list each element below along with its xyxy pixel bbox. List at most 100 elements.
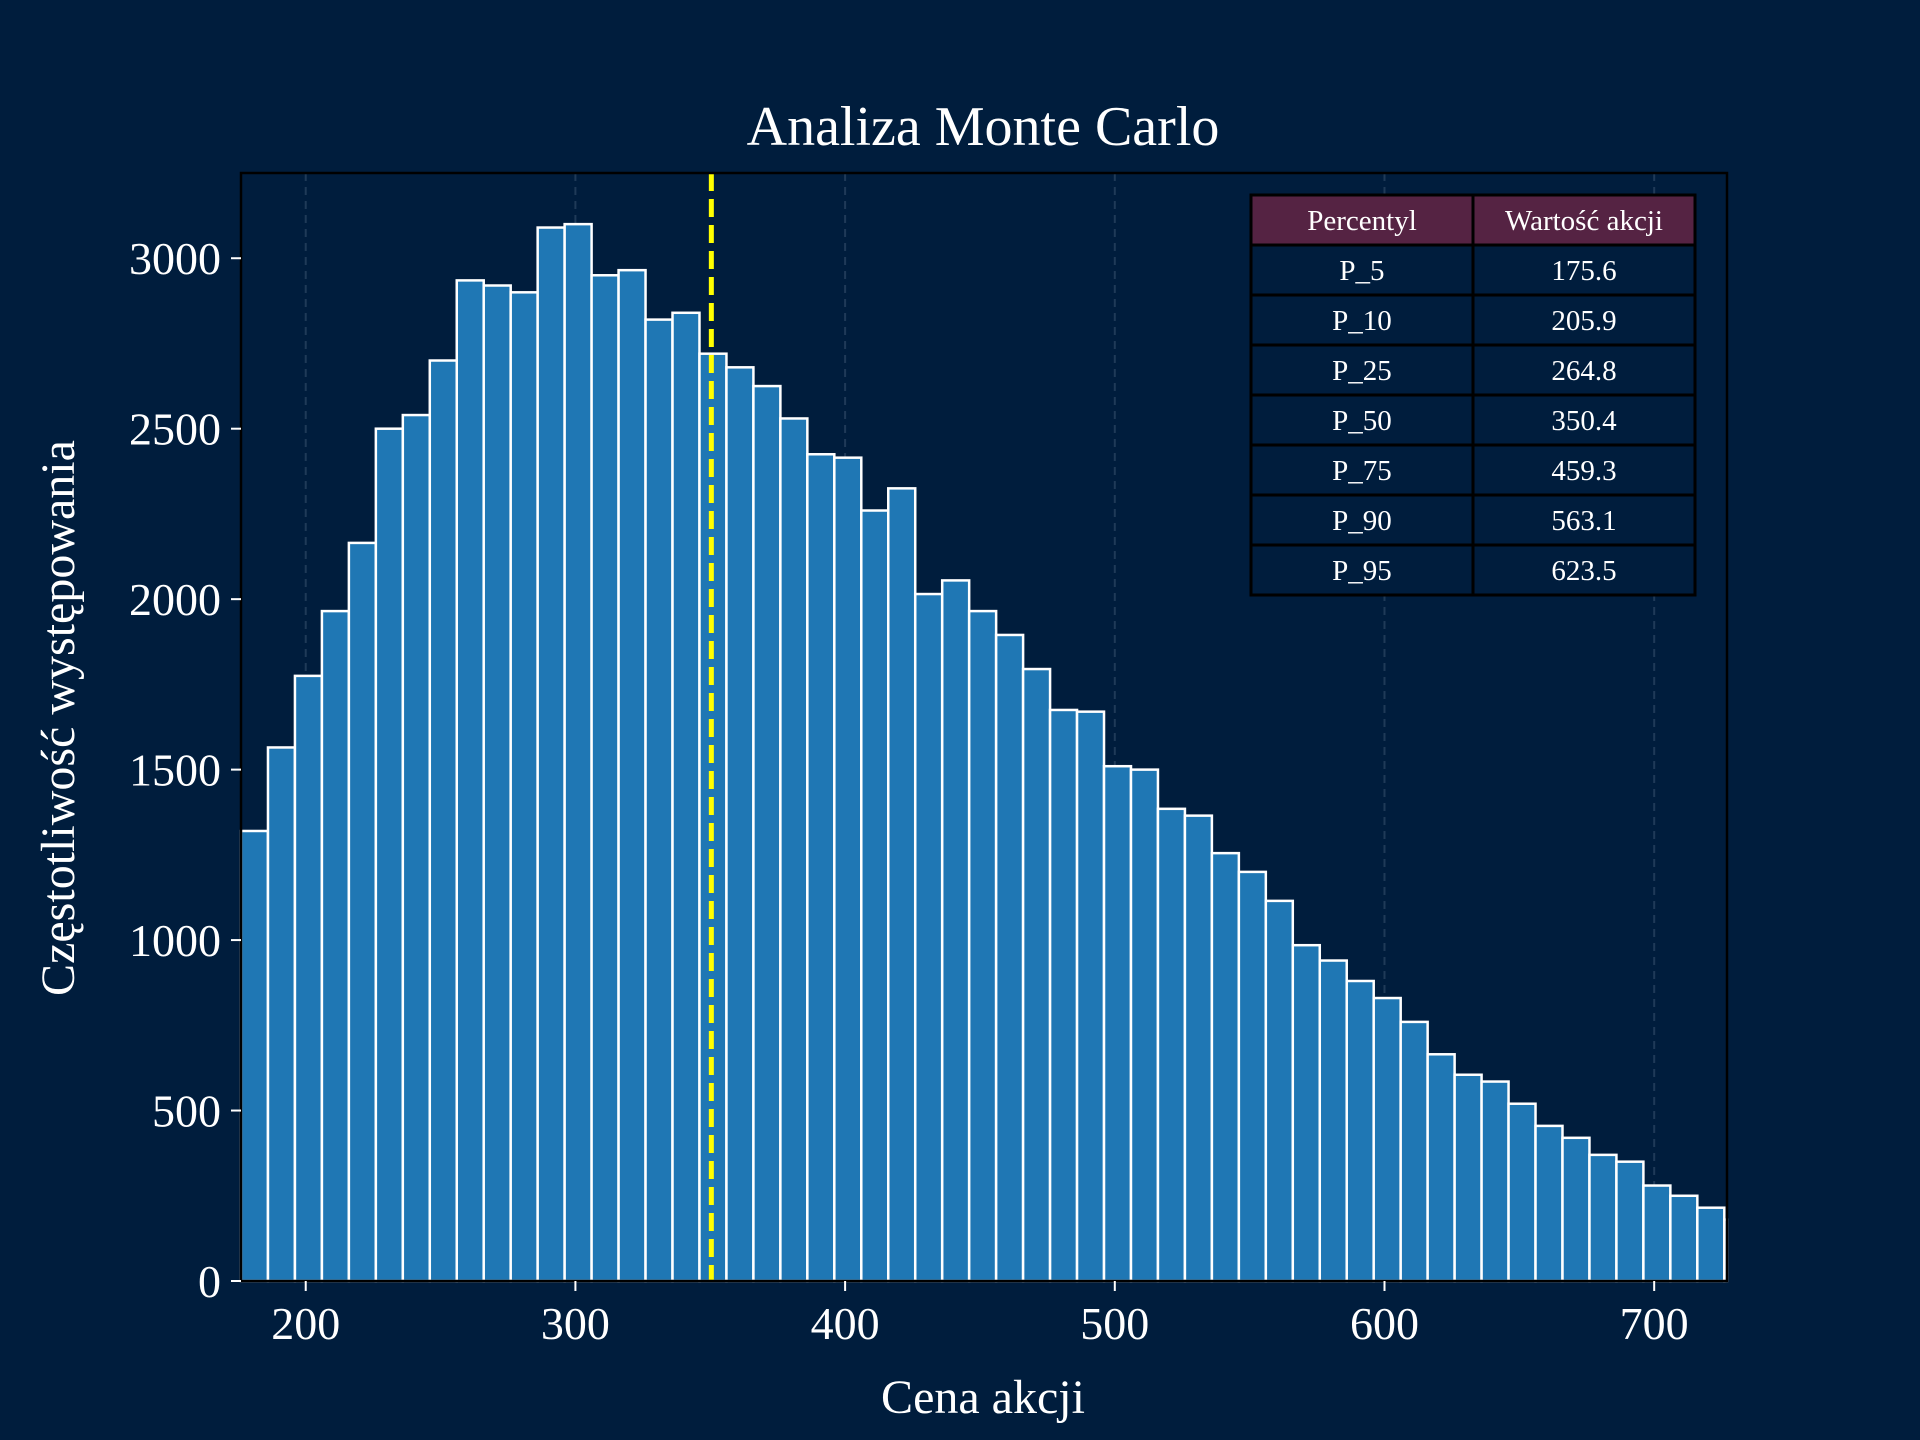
- y-tick-label: 2500: [129, 404, 221, 455]
- chart-title: Analiza Monte Carlo: [747, 96, 1220, 158]
- histogram-bar: [994, 633, 1025, 1283]
- histogram-bar: [940, 579, 971, 1283]
- table-cell-text: P_10: [1332, 305, 1392, 337]
- histogram-bar: [266, 746, 297, 1283]
- table-cell: [1249, 443, 1475, 497]
- x-tick-label: 400: [811, 1298, 880, 1349]
- histogram-bar: [482, 284, 512, 1283]
- histogram-bar: [1183, 814, 1214, 1283]
- histogram-bar: [644, 318, 674, 1283]
- histogram-bar: [1399, 1020, 1429, 1283]
- y-tick-label: 0: [198, 1256, 221, 1307]
- histogram-bar: [1561, 1136, 1591, 1283]
- histogram-bar: [913, 592, 944, 1283]
- table-cell-text: P_75: [1332, 455, 1392, 487]
- y-axis-label: Częstotliwość występowania: [32, 440, 85, 996]
- histogram-bars: [239, 222, 1729, 1283]
- histogram-bar: [347, 541, 378, 1283]
- table-cell: [1471, 543, 1697, 597]
- histogram-bar: [1426, 1053, 1456, 1283]
- x-tick-label: 600: [1350, 1298, 1419, 1349]
- table-cell-text: 205.9: [1551, 305, 1616, 337]
- histogram-bar: [455, 279, 485, 1283]
- table-cell-text: 623.5: [1551, 555, 1616, 587]
- histogram-bar: [563, 222, 593, 1283]
- histogram-bar: [1534, 1124, 1564, 1283]
- histogram-bar: [967, 609, 998, 1283]
- histogram-bar: [320, 609, 351, 1283]
- histogram-bar: [374, 427, 405, 1283]
- table-header-text: Wartość akcji: [1505, 205, 1663, 237]
- histogram-bar: [1642, 1184, 1672, 1283]
- histogram-bar: [1264, 899, 1295, 1283]
- table-cell-text: P_25: [1332, 355, 1392, 387]
- table-cell-text: 350.4: [1551, 405, 1617, 437]
- table-cell: [1471, 243, 1697, 297]
- histogram-bar: [1696, 1206, 1726, 1283]
- table-cell-text: 563.1: [1551, 505, 1616, 537]
- histogram-bar: [536, 226, 566, 1283]
- histogram-bar: [590, 274, 620, 1283]
- y-tick-label: 1000: [129, 915, 221, 966]
- table-cell: [1249, 293, 1475, 347]
- histogram-bar: [1507, 1102, 1537, 1283]
- table-cell-text: 175.6: [1551, 255, 1616, 287]
- histogram-bar: [752, 384, 782, 1283]
- plot-frame: [239, 171, 1729, 1283]
- histogram-bar: [860, 509, 890, 1283]
- histogram-bar: [1048, 708, 1079, 1283]
- x-tick-label: 700: [1620, 1298, 1689, 1349]
- histogram-bar: [1615, 1160, 1645, 1283]
- x-axis-label: Cena akcji: [881, 1371, 1085, 1424]
- histogram-bar: [401, 413, 432, 1283]
- x-tick-label: 500: [1080, 1298, 1149, 1349]
- y-axis: 0 500 1000 1500 2000 2500 3000: [129, 233, 241, 1307]
- histogram-bar: [1345, 979, 1375, 1283]
- y-tick-label: 3000: [129, 233, 221, 284]
- table-cell-text: P_95: [1332, 555, 1392, 587]
- y-tick-label: 500: [152, 1086, 221, 1137]
- table-cell-text: P_5: [1339, 255, 1384, 287]
- histogram-bar: [1129, 768, 1160, 1283]
- histogram-bar: [1021, 667, 1052, 1283]
- histogram-bar: [1237, 870, 1268, 1283]
- table-cell-text: P_90: [1332, 505, 1392, 537]
- x-axis: 200 300 400 500 600 700: [271, 1281, 1689, 1349]
- histogram-bar: [1102, 764, 1133, 1283]
- histogram-bar: [1480, 1080, 1510, 1283]
- table-cell: [1471, 443, 1697, 497]
- histogram-bar: [239, 829, 270, 1283]
- table-cell: [1471, 343, 1697, 397]
- histogram-bar: [1588, 1153, 1618, 1283]
- histogram-bar: [1669, 1194, 1699, 1283]
- histogram-bar: [887, 487, 917, 1283]
- histogram-bar: [1291, 943, 1322, 1283]
- histogram-bar: [1156, 807, 1187, 1283]
- histogram-bar: [833, 456, 863, 1283]
- table-cell-text: 264.8: [1551, 355, 1616, 387]
- histogram-bar: [293, 674, 324, 1283]
- histogram-bar: [1075, 710, 1106, 1283]
- histogram-bar: [725, 366, 755, 1283]
- histogram-bar: [806, 453, 836, 1283]
- histogram-bar: [1453, 1073, 1483, 1283]
- table-cell-text: 459.3: [1551, 455, 1616, 487]
- y-tick-label: 1500: [129, 745, 221, 796]
- histogram-bar: [1318, 959, 1348, 1283]
- table-cell-text: P_50: [1332, 405, 1392, 437]
- histogram-bar: [1210, 851, 1241, 1283]
- y-tick-label: 2000: [129, 574, 221, 625]
- histogram-bar: [779, 417, 809, 1283]
- table-header-cell: [1471, 193, 1697, 247]
- histogram-bar: [428, 359, 459, 1283]
- histogram-bar: [617, 268, 647, 1283]
- histogram-bar: [509, 291, 539, 1283]
- table-cell: [1471, 293, 1697, 347]
- x-tick-label: 200: [271, 1298, 340, 1349]
- histogram-bar: [1372, 996, 1402, 1283]
- x-tick-label: 300: [541, 1298, 610, 1349]
- histogram-bar: [671, 311, 701, 1283]
- table-header-text: Percentyl: [1307, 205, 1417, 237]
- percentile-table: Percentyl Wartość akcji P_5 175.6 P_10 205.9 P…: [1249, 193, 1697, 597]
